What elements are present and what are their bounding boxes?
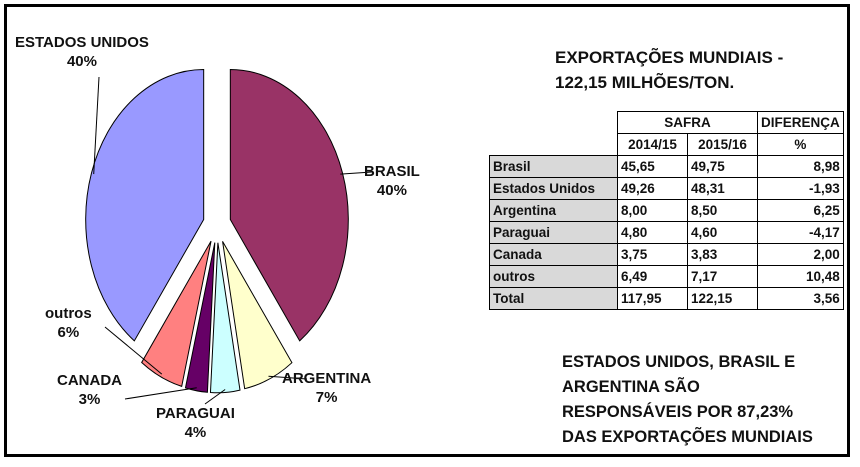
value-cell-2014: 49,26 xyxy=(617,177,688,200)
label-brasil: BRASIL 40% xyxy=(364,163,420,199)
slice-canada xyxy=(184,242,216,393)
slice-outros xyxy=(141,240,212,388)
value-cell-2014: 3,75 xyxy=(617,243,688,266)
summary-line-3: RESPONSÁVEIS POR 87,23% xyxy=(562,403,794,421)
diff-cell: 6,25 xyxy=(757,199,844,222)
table-row: Paraguai 4,80 4,60 -4,17 xyxy=(489,221,844,244)
table-row: outros 6,49 7,17 10,48 xyxy=(489,265,844,288)
header-pct: % xyxy=(757,133,844,156)
table-total-row: Total 117,95 122,15 3,56 xyxy=(489,287,844,310)
table-row: Canada 3,75 3,83 2,00 xyxy=(489,243,844,266)
table-row: Estados Unidos 49,26 48,31 -1,93 xyxy=(489,177,844,200)
diff-cell: -1,93 xyxy=(757,177,844,200)
country-cell: outros xyxy=(489,265,618,288)
header-diferenca: DIFERENÇA xyxy=(757,111,844,134)
table-row: Brasil 45,65 49,75 8,98 xyxy=(489,155,844,178)
value-cell-2014: 45,65 xyxy=(617,155,688,178)
chart-frame: ESTADOS UNIDOS 40% BRASIL 40% ARGENTINA … xyxy=(4,4,850,457)
diff-cell: 8,98 xyxy=(757,155,844,178)
value-cell-2015: 7,17 xyxy=(687,265,758,288)
leader-line xyxy=(124,387,197,400)
header-year-2: 2015/16 xyxy=(687,133,758,156)
title-line-1: EXPORTAÇÕES MUNDIAIS - xyxy=(555,48,784,67)
country-cell: Argentina xyxy=(489,199,618,222)
header-safra: SAFRA xyxy=(617,111,758,134)
chart-title: EXPORTAÇÕES MUNDIAIS - 122,15 MILHÕES/TO… xyxy=(555,45,783,95)
table-header-row: SAFRA DIFERENÇA xyxy=(490,111,844,134)
title-line-2: 122,15 MILHÕES/TON. xyxy=(555,73,735,92)
value-cell-2014: 117,95 xyxy=(617,287,688,310)
leader-line xyxy=(268,375,308,380)
country-cell: Canada xyxy=(489,243,618,266)
value-cell-2014: 6,49 xyxy=(617,265,688,288)
value-cell-2015: 4,60 xyxy=(687,221,758,244)
summary-text: ESTADOS UNIDOS, BRASIL E ARGENTINA SÃO R… xyxy=(562,350,813,450)
header-year-1: 2014/15 xyxy=(617,133,688,156)
diff-cell: -4,17 xyxy=(757,221,844,244)
leader-line xyxy=(204,389,226,405)
label-outros: outros 6% xyxy=(45,305,92,341)
slice-paraguai xyxy=(209,242,241,394)
value-cell-2015: 49,75 xyxy=(687,155,758,178)
value-cell-2014: 8,00 xyxy=(617,199,688,222)
leader-line xyxy=(340,171,373,175)
value-cell-2015: 48,31 xyxy=(687,177,758,200)
slice-estados-unidos xyxy=(85,68,205,342)
country-cell: Brasil xyxy=(489,155,618,178)
summary-line-4: DAS EXPORTAÇÕES MUNDIAIS xyxy=(562,428,813,446)
country-cell: Paraguai xyxy=(489,221,618,244)
header-blank xyxy=(490,112,618,134)
table-row: Argentina 8,00 8,50 6,25 xyxy=(489,199,844,222)
label-paraguai: PARAGUAI 4% xyxy=(156,405,235,441)
value-cell-2015: 122,15 xyxy=(687,287,758,310)
slice-brasil xyxy=(229,68,349,342)
diff-cell: 10,48 xyxy=(757,265,844,288)
slice-argentina xyxy=(222,241,293,390)
diff-cell: 2,00 xyxy=(757,243,844,266)
label-estados-unidos: ESTADOS UNIDOS 40% xyxy=(15,34,149,70)
summary-line-2: ARGENTINA SÃO xyxy=(562,378,700,396)
label-argentina: ARGENTINA 7% xyxy=(282,370,372,406)
subheader-blank xyxy=(490,134,618,156)
diff-cell: 3,56 xyxy=(757,287,844,310)
value-cell-2015: 8,50 xyxy=(687,199,758,222)
country-cell: Estados Unidos xyxy=(489,177,618,200)
value-cell-2015: 3,83 xyxy=(687,243,758,266)
country-cell: Total xyxy=(489,287,618,310)
table-subheader-row: 2014/15 2015/16 % xyxy=(490,133,844,156)
label-canada: CANADA 3% xyxy=(57,372,122,408)
pie-chart xyxy=(85,68,373,405)
leader-line xyxy=(93,76,100,175)
exports-table: SAFRA DIFERENÇA 2014/15 2015/16 % Brasil… xyxy=(489,111,844,310)
summary-line-1: ESTADOS UNIDOS, BRASIL E xyxy=(562,353,796,371)
value-cell-2014: 4,80 xyxy=(617,221,688,244)
leader-line xyxy=(104,326,163,375)
